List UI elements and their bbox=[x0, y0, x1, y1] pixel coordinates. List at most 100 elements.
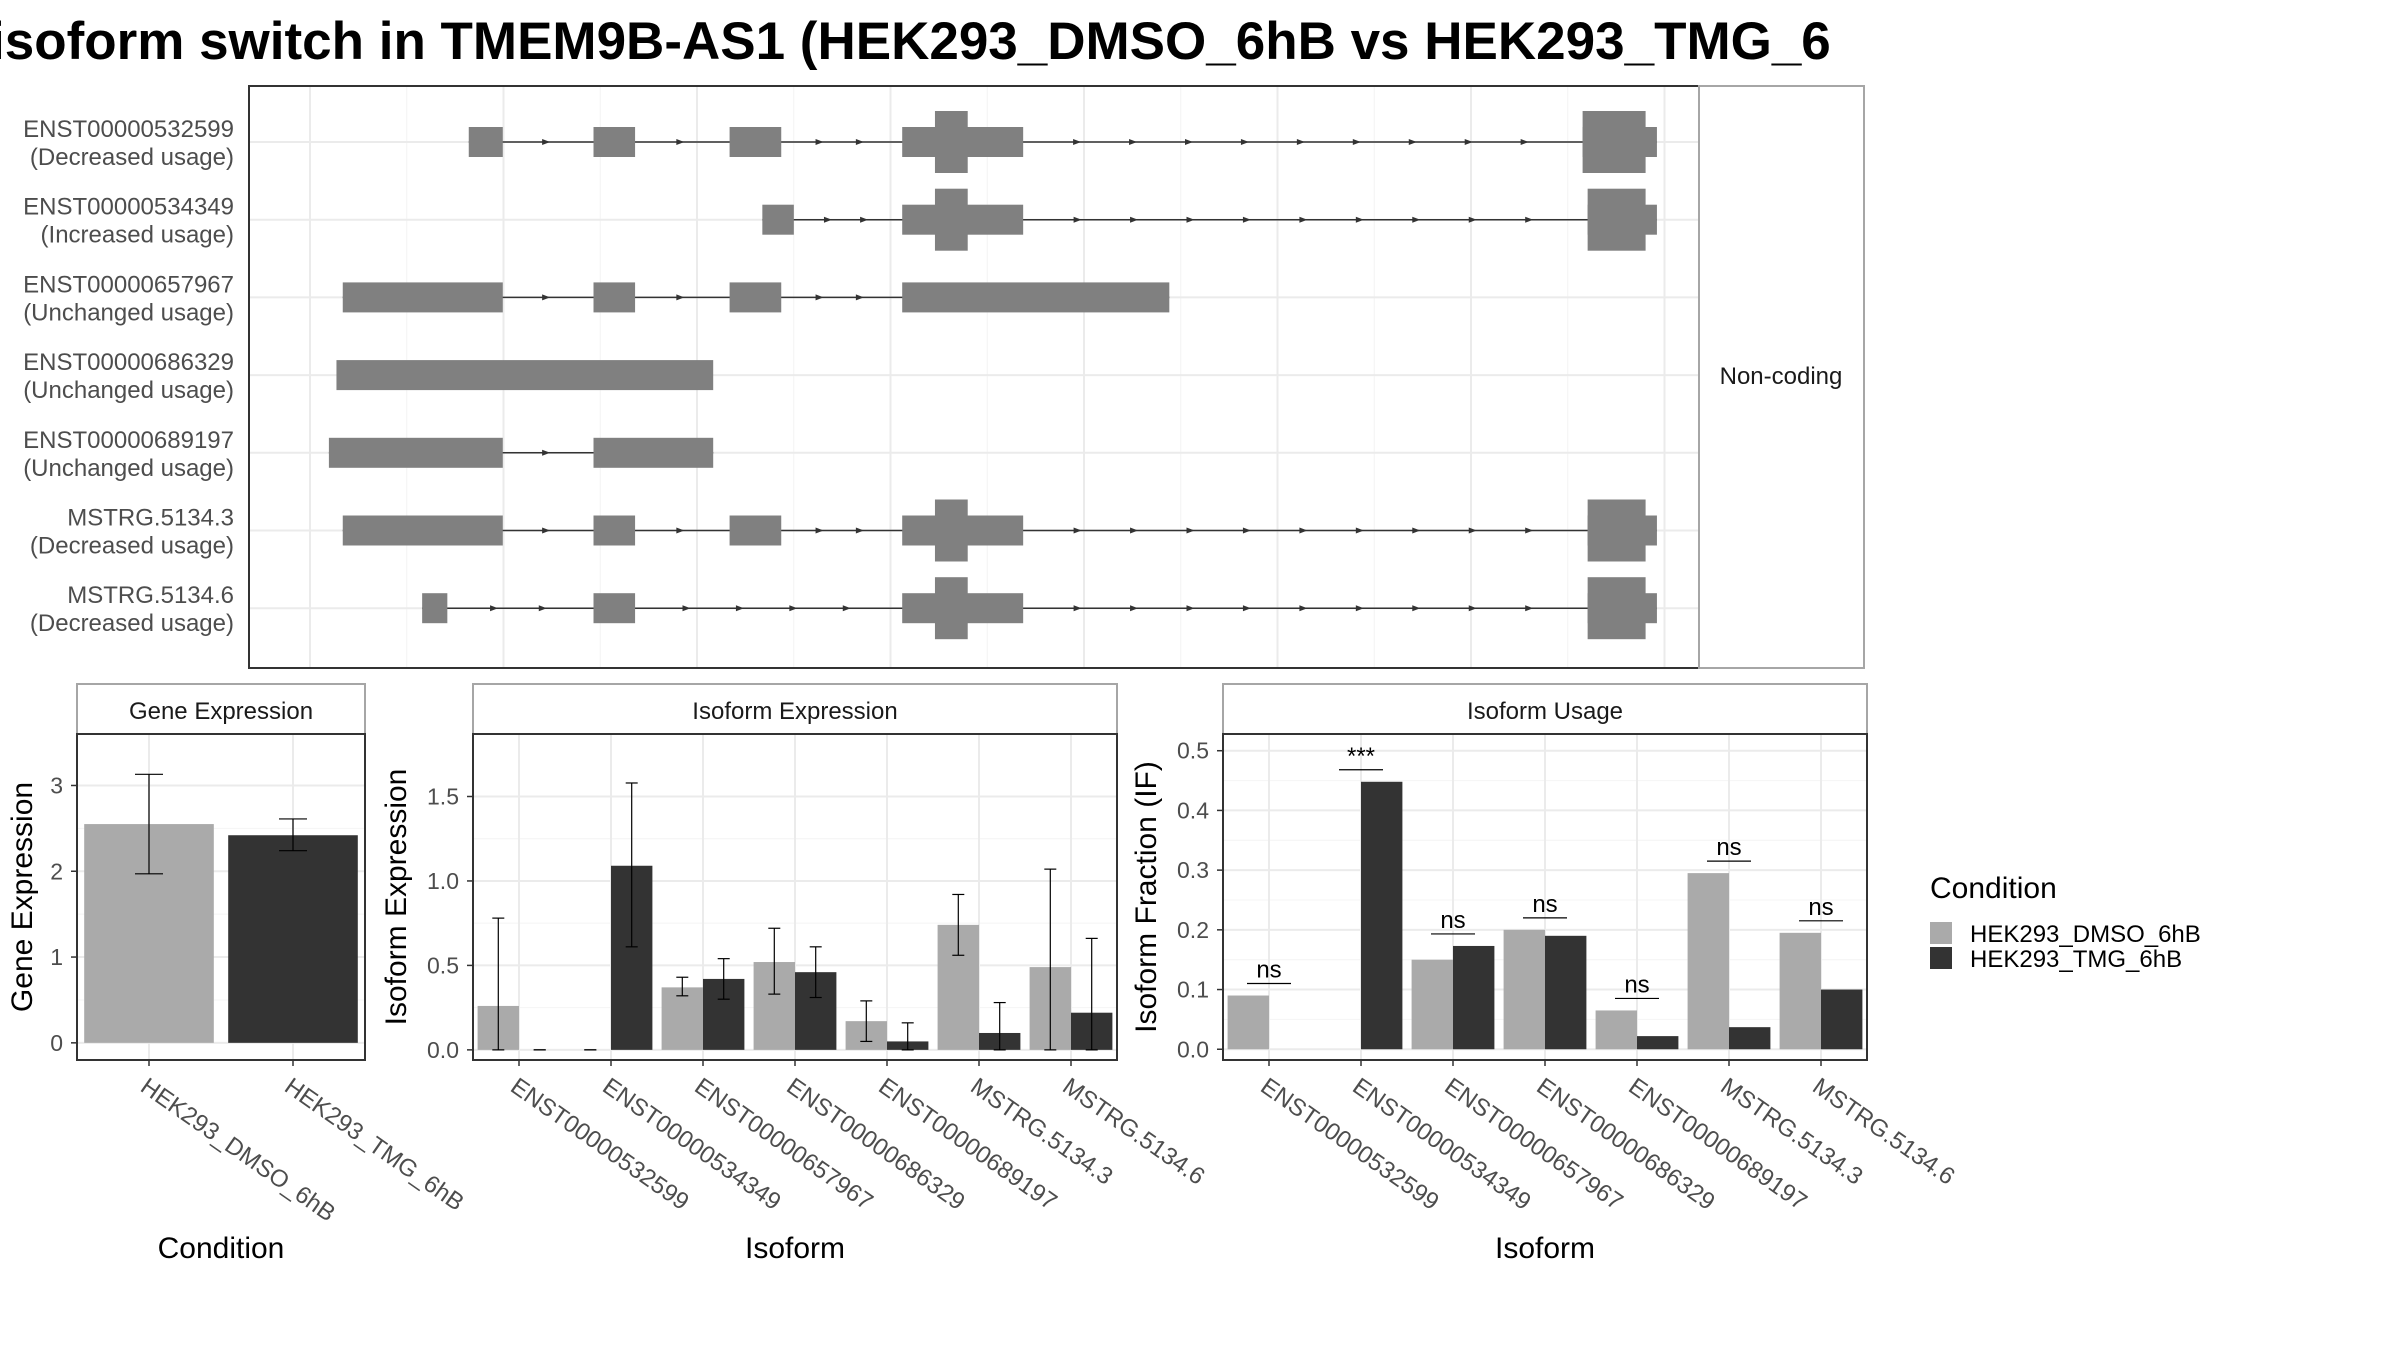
exon-block bbox=[593, 515, 636, 546]
exon-block bbox=[593, 593, 636, 624]
isoform-expression-panel: Isoform Expression0.00.51.01.5ENST000005… bbox=[380, 683, 1210, 1265]
exon-block bbox=[729, 127, 782, 157]
intron-arrow bbox=[1525, 527, 1534, 534]
intron-arrow bbox=[1299, 605, 1308, 612]
exon-block bbox=[729, 515, 782, 546]
bar-dmso bbox=[1687, 873, 1729, 1050]
facet-strip-label: Non-coding bbox=[1720, 363, 1843, 390]
intron-arrow bbox=[1355, 527, 1364, 534]
transcript-name: ENST00000686329 bbox=[23, 349, 234, 376]
bar-tmg bbox=[228, 835, 358, 1043]
intron-arrow bbox=[1525, 605, 1534, 612]
exon-block bbox=[729, 282, 782, 313]
transcript-tracks bbox=[328, 111, 1657, 640]
intron-arrow bbox=[1464, 139, 1473, 145]
bar-tmg bbox=[1453, 945, 1495, 1050]
exon-block bbox=[593, 282, 636, 313]
intron-arrow bbox=[1296, 139, 1305, 145]
y-axis-title: Isoform Expression bbox=[380, 769, 413, 1026]
transcript-usage: (Decreased usage) bbox=[30, 144, 234, 171]
intron-arrow bbox=[538, 605, 547, 612]
transcript-usage: (Decreased usage) bbox=[30, 533, 234, 560]
intron-arrow bbox=[1468, 216, 1477, 223]
coding-exon-block bbox=[1587, 577, 1646, 640]
isoform-usage-panel: Isoform Usage0.00.10.20.30.40.5ENST00000… bbox=[1130, 683, 1960, 1265]
intron-arrow bbox=[1073, 527, 1082, 534]
intron-arrow bbox=[1299, 527, 1308, 534]
intron-arrow bbox=[1073, 139, 1082, 145]
intron-arrow bbox=[1242, 605, 1251, 612]
bar-dmso bbox=[1595, 1010, 1637, 1050]
intron-arrow bbox=[1130, 527, 1139, 534]
significance-label: ns bbox=[1532, 891, 1557, 918]
intron-arrow bbox=[1468, 527, 1477, 534]
condition-legend: Condition HEK293_DMSO_6hB HEK293_TMG_6hB bbox=[1930, 872, 2201, 973]
y-tick-label: 0.3 bbox=[1177, 857, 1209, 883]
significance-label: ns bbox=[1624, 971, 1649, 998]
transcript-track bbox=[342, 282, 1170, 313]
intron-arrow bbox=[1468, 605, 1477, 612]
y-tick-label: 1.5 bbox=[427, 783, 459, 809]
transcript-name: ENST00000689197 bbox=[23, 427, 234, 454]
panel-border bbox=[76, 733, 366, 1061]
transcript-name: ENST00000657967 bbox=[23, 271, 234, 298]
intron-arrow bbox=[735, 605, 744, 612]
intron-arrow bbox=[1412, 527, 1421, 534]
intron-arrow bbox=[1242, 527, 1251, 534]
exon-block bbox=[328, 437, 503, 468]
legend-label-tmg: HEK293_TMG_6hB bbox=[1970, 946, 2182, 973]
y-tick-label: 0 bbox=[50, 1030, 63, 1056]
panel-strip bbox=[76, 683, 366, 735]
intron-arrow bbox=[682, 605, 691, 612]
legend-key-dmso bbox=[1930, 922, 1952, 944]
intron-arrow bbox=[855, 294, 864, 301]
y-tick-label: 0.0 bbox=[427, 1037, 459, 1063]
intron-arrow bbox=[542, 139, 551, 145]
significance-label: ns bbox=[1716, 834, 1741, 861]
exon-block bbox=[336, 360, 714, 391]
intron-arrow bbox=[1412, 216, 1421, 223]
exon-block bbox=[342, 282, 503, 313]
intron-arrow bbox=[860, 216, 869, 223]
transcript-track bbox=[342, 499, 1657, 562]
transcript-track bbox=[336, 360, 714, 391]
significance-label: ns bbox=[1440, 907, 1465, 934]
x-axis-title: Isoform bbox=[1495, 1232, 1595, 1265]
intron-arrow bbox=[676, 139, 685, 145]
intron-arrow bbox=[815, 527, 824, 534]
intron-arrow bbox=[1299, 216, 1308, 223]
intron-arrow bbox=[815, 139, 824, 145]
significance-label: ns bbox=[1808, 894, 1833, 921]
intron-arrow bbox=[1073, 216, 1082, 223]
legend-key-tmg bbox=[1930, 947, 1952, 969]
panel-border bbox=[1222, 733, 1868, 1061]
transcript-usage: (Unchanged usage) bbox=[23, 455, 234, 482]
bar-tmg bbox=[1729, 1027, 1771, 1050]
transcript-track bbox=[468, 111, 1657, 173]
figure-title: isoform switch in TMEM9B-AS1 (HEK293_DMS… bbox=[0, 12, 1831, 71]
coding-exon-block bbox=[1587, 188, 1646, 251]
intron-arrow bbox=[676, 527, 685, 534]
transcript-usage: (Unchanged usage) bbox=[23, 299, 234, 326]
intron-arrow bbox=[1355, 605, 1364, 612]
intron-arrow bbox=[1129, 139, 1138, 145]
significance-label: *** bbox=[1347, 743, 1375, 770]
y-tick-label: 0.2 bbox=[1177, 917, 1209, 943]
significance-label: ns bbox=[1256, 957, 1281, 984]
panel-strip-label: Gene Expression bbox=[129, 698, 313, 725]
bar-tmg bbox=[1821, 989, 1863, 1050]
facet-strip bbox=[1698, 85, 1865, 669]
coding-exon-block bbox=[1587, 499, 1646, 562]
coding-exon-block bbox=[934, 111, 968, 173]
exon-block bbox=[593, 437, 714, 468]
y-tick-label: 0.1 bbox=[1177, 977, 1209, 1003]
intron-arrow bbox=[1520, 139, 1529, 145]
y-tick-label: 3 bbox=[50, 772, 63, 798]
intron-arrow bbox=[815, 294, 824, 301]
bar-dmso bbox=[1411, 959, 1453, 1050]
intron-arrow bbox=[542, 527, 551, 534]
panel-strip bbox=[472, 683, 1118, 735]
intron-arrow bbox=[855, 527, 864, 534]
intron-arrow bbox=[1184, 139, 1193, 145]
